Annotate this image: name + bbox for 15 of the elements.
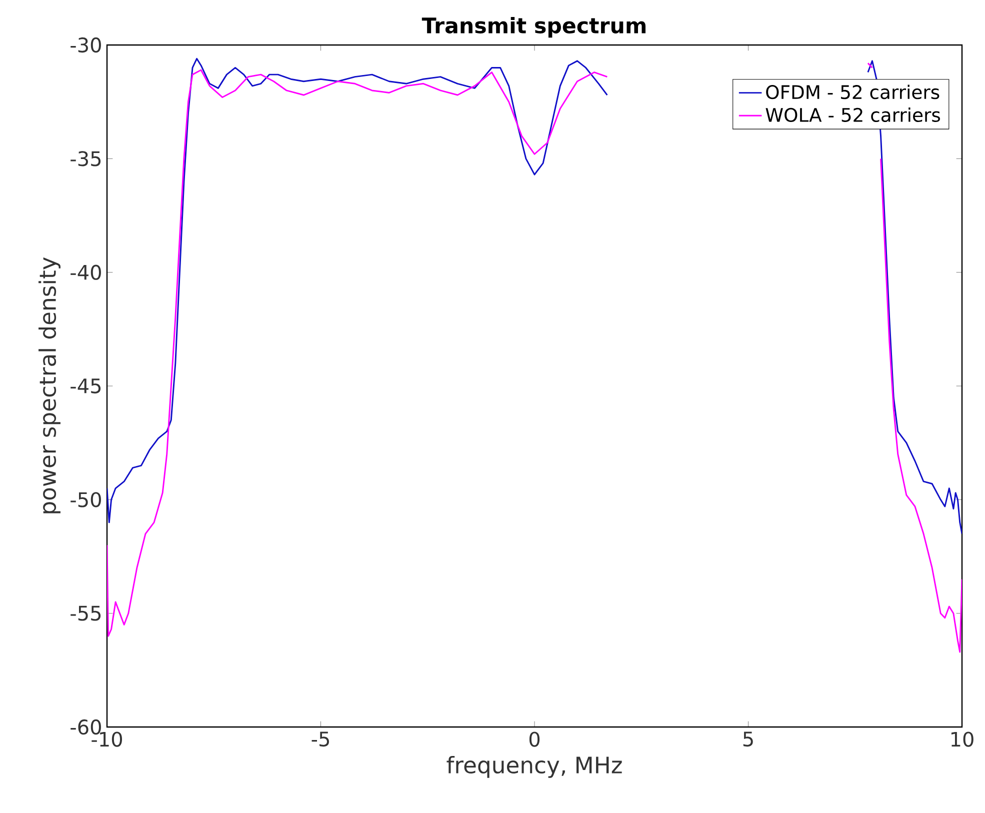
y-tick-label: -30 [70,37,101,53]
x-tick-label: 10 [951,732,974,747]
x-tick-label: 0 [529,732,540,747]
legend-label: OFDM - 52 carriers [766,84,940,100]
y-axis-title: power spectral density [38,257,60,514]
chart-title: Transmit spectrum [422,16,646,38]
x-tick-label: -5 [312,732,329,747]
legend-label: WOLA - 52 carriers [766,108,940,122]
y-tick-label: -40 [70,264,101,280]
y-tick-label: -35 [70,151,101,166]
y-tick-label: -45 [70,378,101,394]
y-tick-label: -50 [70,492,101,508]
y-tick-label: -55 [70,606,101,621]
x-tick-label: 5 [743,732,753,747]
x-axis-title: frequency, MHz [446,756,622,778]
